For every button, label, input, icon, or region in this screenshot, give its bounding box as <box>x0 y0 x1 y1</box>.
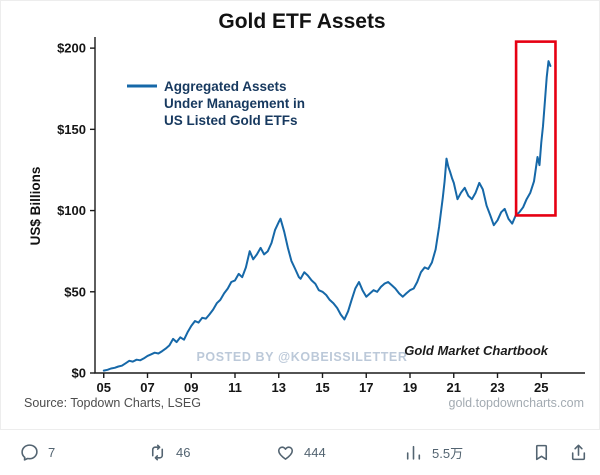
repost-count: 46 <box>176 445 191 460</box>
svg-text:07: 07 <box>140 380 154 395</box>
chart-title: Gold ETF Assets <box>218 10 385 33</box>
svg-text:13: 13 <box>272 380 286 395</box>
svg-text:17: 17 <box>359 380 373 395</box>
chart-axes: 05 07 09 11 13 15 17 19 21 23 25 $0 $50 $100 $150 $200 <box>57 37 585 395</box>
like-count: 444 <box>304 445 326 460</box>
svg-text:11: 11 <box>228 380 242 395</box>
bookmark-button[interactable] <box>532 443 551 462</box>
url-text: gold.topdowncharts.com <box>449 396 585 410</box>
views-button[interactable]: 5.5万 <box>404 443 532 462</box>
legend-text-line2: Under Management in <box>164 96 305 111</box>
share-button[interactable] <box>569 443 588 462</box>
source-text: Source: Topdown Charts, LSEG <box>24 396 201 410</box>
svg-text:21: 21 <box>447 380 461 395</box>
svg-text:23: 23 <box>490 380 504 395</box>
watermark: POSTED BY @KOBEISSILETTER <box>196 350 407 364</box>
chartbook-label: Gold Market Chartbook <box>404 343 549 358</box>
tweet-media-image[interactable]: Gold ETF Assets 05 07 09 11 13 15 17 19 21 23 25 $0… <box>0 0 600 430</box>
svg-text:$200: $200 <box>57 41 86 56</box>
svg-text:05: 05 <box>97 380 111 395</box>
heart-icon <box>277 446 294 460</box>
gold-etf-chart: Gold ETF Assets 05 07 09 11 13 15 17 19 21 23 25 $0… <box>24 10 585 410</box>
like-button[interactable]: 444 <box>276 443 404 462</box>
share-icon <box>571 444 586 461</box>
repost-icon <box>151 444 164 461</box>
svg-text:09: 09 <box>184 380 198 395</box>
repost-button[interactable]: 46 <box>148 443 276 462</box>
reply-button[interactable]: 7 <box>20 443 148 462</box>
view-count: 5.5万 <box>432 446 464 461</box>
svg-text:25: 25 <box>534 380 548 395</box>
chart-plot <box>102 40 557 372</box>
svg-text:$150: $150 <box>57 122 86 137</box>
svg-text:$0: $0 <box>72 366 86 381</box>
svg-text:$50: $50 <box>64 284 86 299</box>
y-axis-label: US$ Billions <box>28 167 43 246</box>
svg-text:15: 15 <box>315 380 329 395</box>
action-bar-right-group <box>532 443 588 462</box>
views-bar-chart-icon <box>406 445 421 460</box>
svg-text:19: 19 <box>403 380 417 395</box>
legend-text-line3: US Listed Gold ETFs <box>164 113 298 128</box>
legend-text-line1: Aggregated Assets <box>164 79 287 94</box>
svg-text:$100: $100 <box>57 203 86 218</box>
bookmark-icon <box>535 444 548 461</box>
tweet-action-bar: 7 46 444 5.5万 <box>0 430 600 475</box>
reply-count: 7 <box>48 445 56 460</box>
reply-icon <box>21 444 38 461</box>
